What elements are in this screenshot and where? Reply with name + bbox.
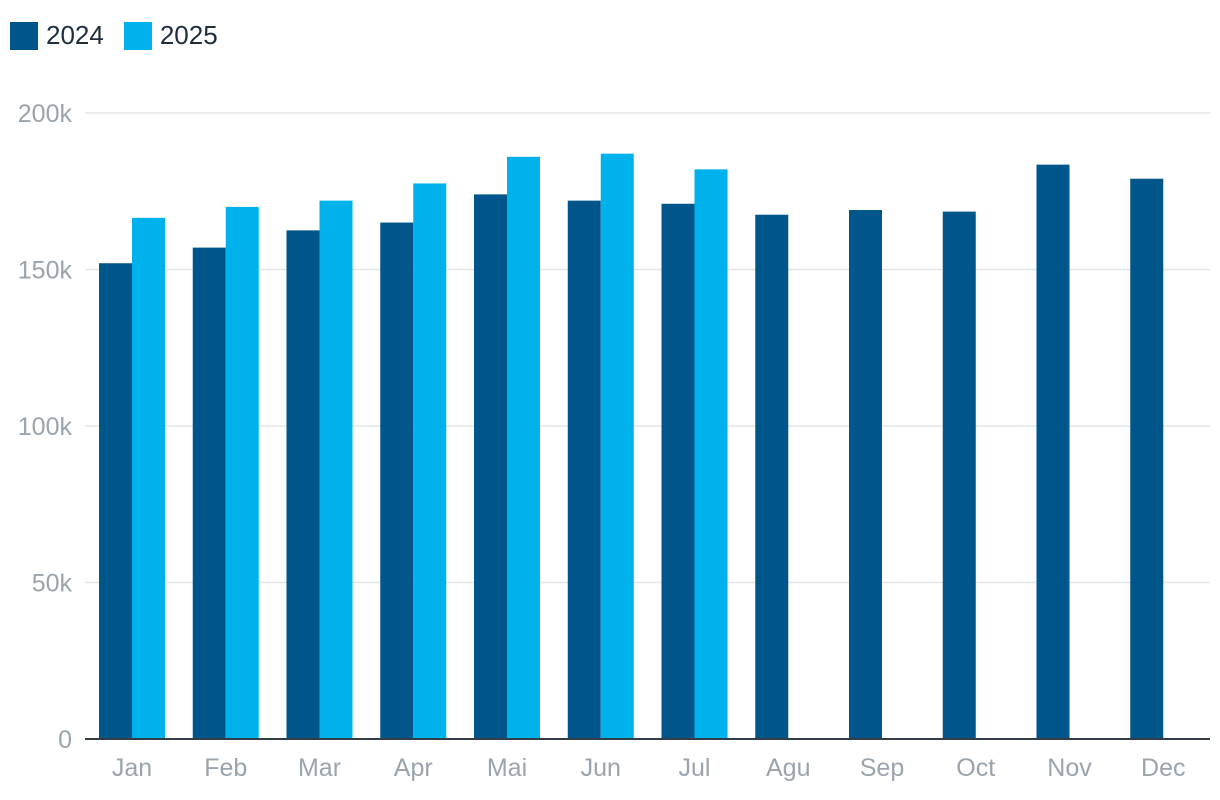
x-tick-label: Apr [394, 754, 433, 782]
bar-2024-jan[interactable] [99, 263, 132, 739]
bar-2024-mar[interactable] [286, 230, 320, 739]
bar-2025-jan[interactable] [132, 217, 165, 740]
bar-2024-sep[interactable] [849, 210, 882, 739]
bar-2024-nov[interactable] [1036, 164, 1070, 739]
y-tick-label: 50k [32, 570, 73, 598]
bar-2025-jul[interactable] [694, 169, 728, 740]
legend-item-2025[interactable]: 2025 [123, 20, 218, 51]
x-tick-label: Feb [204, 754, 247, 782]
bar-2025-mar[interactable] [319, 200, 353, 739]
bar-2025-feb[interactable] [225, 206, 259, 739]
legend-swatch-2025 [123, 21, 152, 50]
x-tick-label: Sep [860, 754, 904, 782]
bar-2024-mai[interactable] [474, 194, 507, 739]
x-tick-label: Nov [1047, 754, 1092, 782]
x-tick-label: Agu [766, 754, 810, 782]
x-tick-label: Dec [1141, 754, 1185, 782]
x-tick-label: Mai [487, 754, 527, 782]
bar-2025-mai[interactable] [507, 156, 540, 739]
legend-label-2024: 2024 [46, 20, 104, 50]
x-tick-label: Jun [581, 754, 621, 782]
bar-2024-jun[interactable] [567, 200, 601, 739]
legend-label-2025: 2025 [159, 20, 218, 50]
bar-2024-apr[interactable] [380, 222, 414, 740]
legend-swatch-2024 [10, 21, 38, 50]
y-tick-label: 0 [58, 726, 72, 754]
x-tick-label: Mar [298, 754, 341, 782]
bar-2025-apr[interactable] [413, 183, 447, 740]
y-tick-label: 100k [18, 413, 73, 441]
legend-item-2024[interactable]: 2024 [10, 20, 104, 51]
bar-2024-agu[interactable] [755, 214, 789, 740]
y-tick-label: 150k [18, 257, 73, 285]
legend: 2024 2025 [10, 20, 238, 51]
x-tick-label: Jan [112, 754, 152, 782]
x-tick-label: Jul [679, 754, 711, 782]
bar-2024-feb[interactable] [192, 247, 226, 739]
bar-2025-jun[interactable] [600, 153, 634, 739]
bar-2024-dec[interactable] [1130, 178, 1164, 740]
bar-2024-jul[interactable] [661, 203, 695, 739]
bar-2024-oct[interactable] [942, 211, 976, 740]
x-tick-label: Oct [956, 754, 995, 782]
y-tick-label: 200k [18, 100, 73, 128]
